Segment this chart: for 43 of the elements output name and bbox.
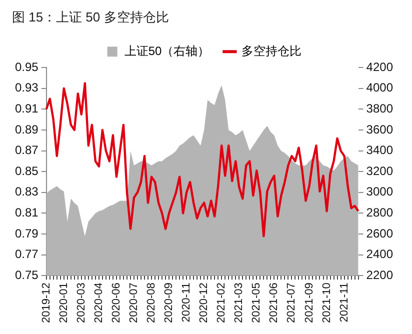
chart-title: 图 15：上证 50 多空持仓比 <box>12 9 169 24</box>
y-tick-label: 0.91 <box>14 102 39 116</box>
y2-tick-label: 4000 <box>366 80 394 95</box>
y2-tick-label: 2200 <box>366 268 394 282</box>
x-tick-label: 2019-12 <box>40 282 52 324</box>
y-tick-label: 0.75 <box>14 268 39 282</box>
x-tick-label: 2021-03 <box>233 282 246 324</box>
x-tick-label: 2021-05 <box>250 282 263 324</box>
y2-tick-label: 3600 <box>366 122 394 136</box>
y2-tick-label: 3200 <box>366 164 394 178</box>
legend-label: 上证50（右轴） <box>124 44 210 58</box>
x-tick-label: 2021-02 <box>216 282 228 324</box>
x-tick-label: 2020-09 <box>163 282 176 324</box>
x-tick-label: 2020-07 <box>128 282 140 324</box>
y2-tick-label: 4200 <box>366 60 394 74</box>
y-tick-label: 0.89 <box>14 122 39 136</box>
x-tick-label: 2021-06 <box>268 282 280 324</box>
y-tick-label: 0.77 <box>14 247 39 262</box>
x-tick-label: 2021-11 <box>338 282 350 322</box>
x-tick-label: 2020-11 <box>180 282 193 322</box>
x-tick-label: 2020-08 <box>146 282 158 324</box>
y2-tick-label: 3400 <box>366 143 394 158</box>
y-tick-label: 0.79 <box>14 226 39 240</box>
x-tick-label: 2020-04 <box>92 282 105 324</box>
y-tick-label: 0.85 <box>14 164 39 178</box>
y2-tick-label: 2800 <box>366 206 394 220</box>
x-tick-label: 2021-09 <box>303 282 316 324</box>
y-tick-label: 0.83 <box>14 184 39 199</box>
y-tick-label: 0.93 <box>14 80 39 95</box>
y2-tick-label: 2400 <box>366 247 394 262</box>
y2-tick-label: 2600 <box>366 226 394 240</box>
y2-tick-label: 3800 <box>366 102 394 116</box>
x-tick-label: 2021-07 <box>286 282 298 324</box>
y-tick-label: 0.95 <box>14 60 39 74</box>
legend-label: 多空持仓比 <box>242 44 302 58</box>
x-tick-label: 2021-10 <box>320 282 333 324</box>
x-tick-label: 2020-01 <box>58 282 70 324</box>
x-tick-label: 2020-03 <box>75 282 88 324</box>
y-tick-label: 0.87 <box>14 143 39 158</box>
x-tick-label: 2020-06 <box>110 282 122 324</box>
y2-tick-label: 3000 <box>366 184 394 199</box>
y-tick-label: 0.81 <box>14 206 39 220</box>
x-tick-label: 2020-12 <box>198 282 210 324</box>
